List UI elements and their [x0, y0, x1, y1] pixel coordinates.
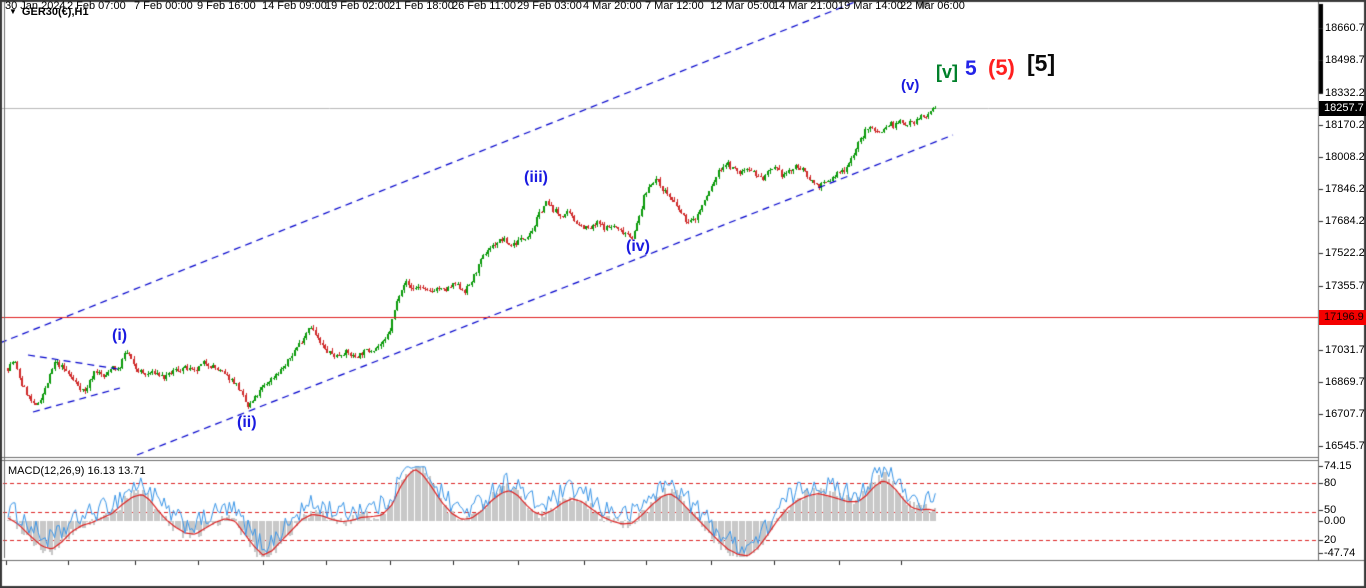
macd-indicator-label: MACD(12,26,9) 16.13 13.71 — [8, 465, 146, 477]
macd-tick-label: -47.74 — [1324, 547, 1356, 559]
macd-tick-label: 20 — [1324, 534, 1337, 546]
wave-label-5[interactable]: (5) — [988, 55, 1015, 80]
wave-label-v[interactable]: [v] — [936, 62, 958, 82]
symbol-title: ▼ GER30(€),H1 — [9, 6, 89, 18]
time-tick-label: 9 Feb 16:00 — [197, 0, 256, 12]
chevron-down-icon[interactable]: ▼ — [9, 7, 17, 16]
macd-tick-label: 74.15 — [1324, 460, 1352, 472]
price-tick-label: 17522.2 — [1325, 247, 1365, 259]
time-tick-label: 21 Feb 18:00 — [389, 0, 454, 12]
symbol-label: GER30(€),H1 — [21, 6, 89, 18]
time-tick-label: 4 Mar 20:00 — [583, 0, 642, 12]
price-tick-label: 18498.7 — [1325, 54, 1365, 66]
time-tick-label: 2 Feb 07:00 — [67, 0, 126, 12]
time-tick-label: 14 Feb 09:00 — [262, 0, 327, 12]
time-tick-label: 29 Feb 03:00 — [517, 0, 582, 12]
time-tick-label: 30 Jan 2024 — [5, 0, 66, 12]
price-tick-label: 17355.7 — [1325, 280, 1365, 292]
wave-label-iv[interactable]: (iv) — [626, 238, 650, 255]
price-tick-label: 17031.7 — [1325, 344, 1365, 356]
time-tick-label: 22 Mar 06:00 — [900, 0, 965, 12]
hline-price-label: 17196.9 — [1319, 310, 1366, 325]
time-tick-label: 19 Mar 14:00 — [838, 0, 903, 12]
price-tick-label: 16869.7 — [1325, 376, 1365, 388]
wave-label-v[interactable]: (v) — [901, 77, 920, 94]
price-tick-label: 16545.7 — [1325, 440, 1365, 452]
time-tick-label: 14 Mar 21:00 — [773, 0, 838, 12]
time-tick-label: 7 Mar 12:00 — [645, 0, 704, 12]
wave-label-5[interactable]: 5 — [965, 57, 977, 80]
macd-tick-label: 0.00 — [1324, 515, 1346, 527]
time-tick-label: 19 Feb 02:00 — [325, 0, 390, 12]
macd-tick-label: 80 — [1324, 477, 1337, 489]
price-tick-label: 18660.7 — [1325, 22, 1365, 34]
time-tick-label: 12 Mar 05:00 — [710, 0, 775, 12]
macd-tick-label: 50 — [1324, 504, 1337, 516]
price-tick-label: 18170.2 — [1325, 119, 1365, 131]
price-tick-label: 18332.2 — [1325, 87, 1365, 99]
time-tick-label: 26 Feb 11:00 — [452, 0, 517, 12]
price-tick-label: 16707.7 — [1325, 408, 1365, 420]
current-price-label: 18257.7 — [1319, 101, 1366, 116]
wave-label-i[interactable]: (i) — [112, 327, 128, 344]
wave-label-5[interactable]: [5] — [1027, 50, 1056, 76]
time-tick-label: 7 Feb 00:00 — [134, 0, 193, 12]
price-tick-label: 17684.2 — [1325, 215, 1365, 227]
price-tick-label: 17846.2 — [1325, 183, 1365, 195]
wave-label-ii[interactable]: (ii) — [237, 414, 257, 431]
wave-label-iii[interactable]: (iii) — [524, 169, 548, 186]
price-tick-label: 18008.2 — [1325, 151, 1365, 163]
